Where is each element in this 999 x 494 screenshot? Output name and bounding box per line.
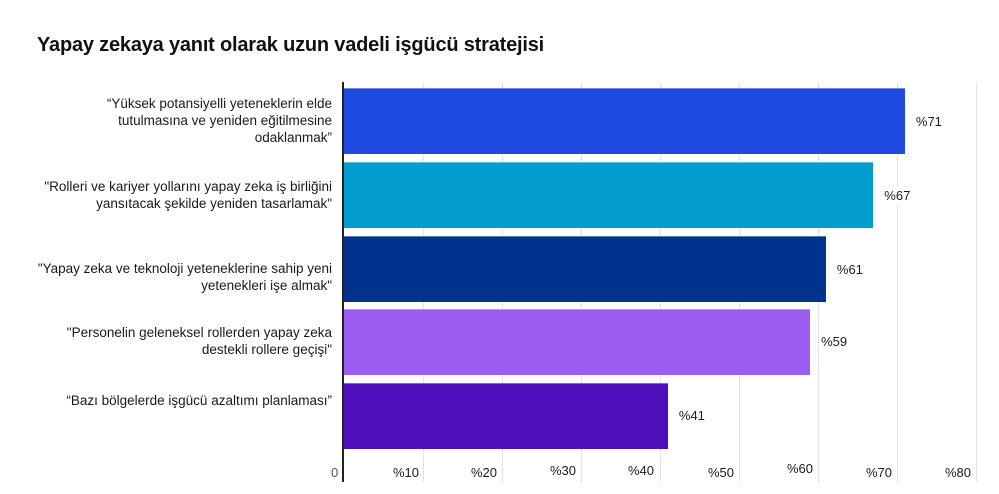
value-label: %41 [676,407,707,424]
y-axis-line [342,82,344,482]
value-label: %67 [882,187,913,204]
value-label: %71 [913,113,944,130]
category-label: "Rolleri ve kariyer yollarını yapay zeka… [44,179,332,211]
category-label: “Yüksek potansiyelli yeteneklerin elde t… [106,96,332,145]
bar-4 [344,383,668,449]
value-label: %61 [834,261,865,278]
x-tick: %60 [787,461,814,476]
gridline [976,82,977,482]
bar-3 [344,309,811,375]
x-tick: %20 [471,465,498,480]
x-tick: %30 [550,463,577,478]
x-tick: %10 [393,465,420,480]
category-label: "Yapay zeka ve teknoloji yeteneklerine s… [37,261,332,293]
bar-1 [344,162,874,228]
x-tick: %50 [708,465,735,480]
category-label: "Personelin geleneksel rollerden yapay z… [66,325,332,357]
x-tick: %70 [866,465,893,480]
x-tick: %40 [628,463,655,478]
category-label: “Bazı bölgelerde işgücü azaltımı planlam… [66,393,332,408]
bar-2 [344,236,826,302]
x-tick: 0 [331,465,339,480]
chart-title: Yapay zekaya yanıt olarak uzun vadeli iş… [37,34,545,56]
gridline [897,82,898,482]
x-tick: %80 [945,465,972,480]
value-label: %59 [819,333,850,350]
bar-0 [344,88,905,154]
